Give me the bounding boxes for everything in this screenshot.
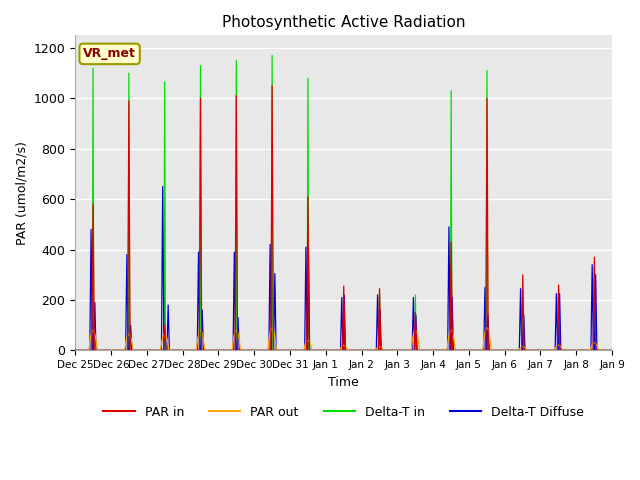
- Y-axis label: PAR (umol/m2/s): PAR (umol/m2/s): [15, 141, 28, 245]
- Text: VR_met: VR_met: [83, 48, 136, 60]
- X-axis label: Time: Time: [328, 376, 359, 389]
- Legend: PAR in, PAR out, Delta-T in, Delta-T Diffuse: PAR in, PAR out, Delta-T in, Delta-T Dif…: [99, 401, 589, 424]
- Title: Photosynthetic Active Radiation: Photosynthetic Active Radiation: [222, 15, 465, 30]
